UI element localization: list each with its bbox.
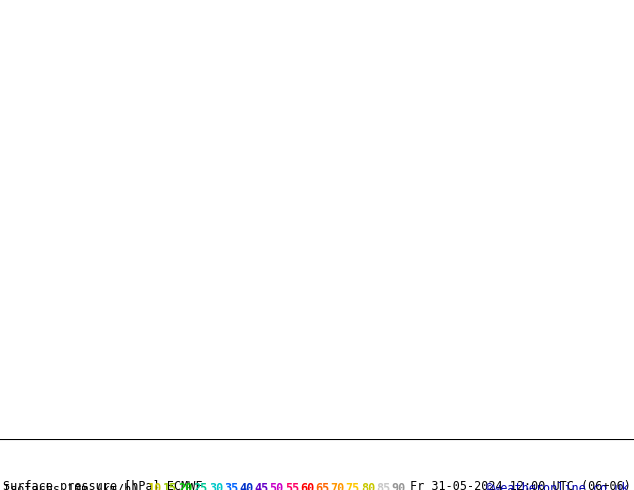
Text: 15: 15	[163, 482, 178, 490]
Text: 50: 50	[269, 482, 284, 490]
Text: 10: 10	[148, 482, 162, 490]
Text: 75: 75	[346, 482, 360, 490]
Text: 70: 70	[330, 482, 345, 490]
Text: ©weatheronline.co.uk: ©weatheronline.co.uk	[486, 482, 629, 490]
Text: 85: 85	[376, 482, 391, 490]
Text: 55: 55	[285, 482, 299, 490]
Text: Surface pressure [hPa] ECMWF: Surface pressure [hPa] ECMWF	[3, 480, 203, 490]
Text: 20: 20	[178, 482, 193, 490]
Text: 65: 65	[315, 482, 330, 490]
Text: 90: 90	[391, 482, 406, 490]
Text: 60: 60	[300, 482, 314, 490]
Text: Fr 31-05-2024 12:00 UTC (06+06): Fr 31-05-2024 12:00 UTC (06+06)	[410, 480, 631, 490]
Text: Isotachs 10m (km/h): Isotachs 10m (km/h)	[3, 482, 139, 490]
Text: 35: 35	[224, 482, 238, 490]
Text: 40: 40	[239, 482, 254, 490]
Text: 25: 25	[193, 482, 208, 490]
Text: 80: 80	[361, 482, 375, 490]
Text: 30: 30	[209, 482, 223, 490]
Text: 45: 45	[254, 482, 269, 490]
